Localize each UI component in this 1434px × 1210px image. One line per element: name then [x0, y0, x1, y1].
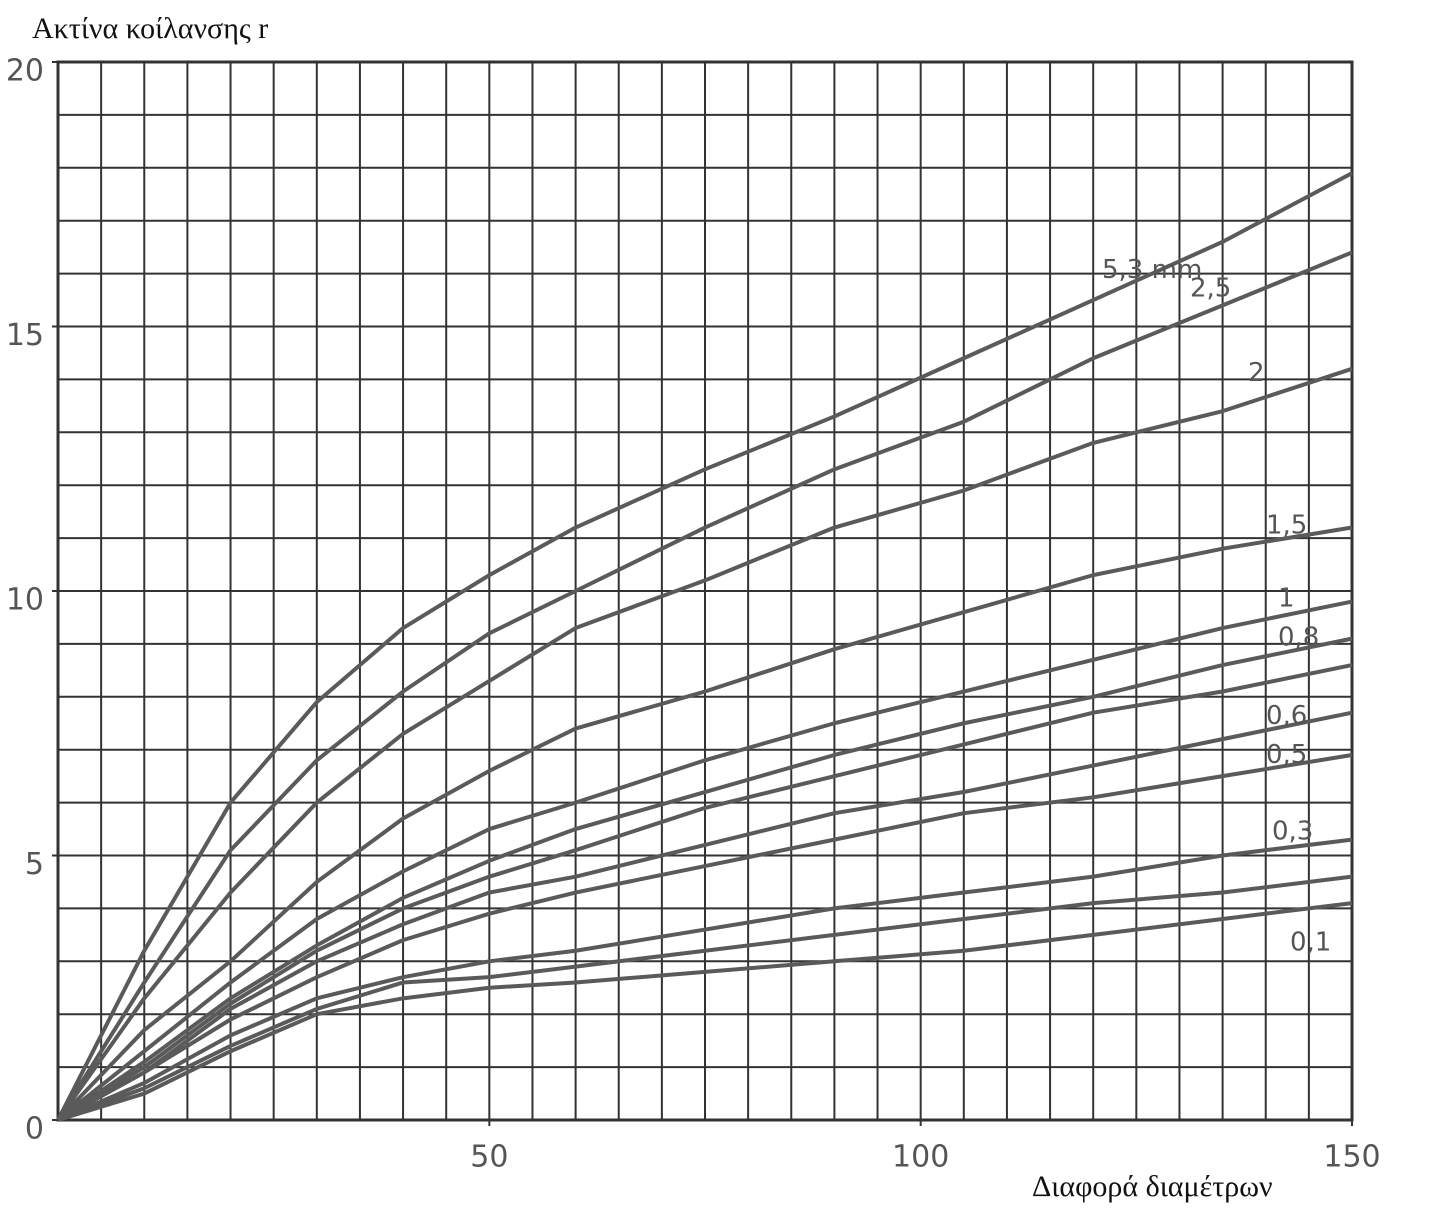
series-label: 1,5: [1266, 511, 1307, 541]
curve: [57, 710, 1353, 1122]
y-tick-label: 20: [6, 54, 44, 89]
series-label: 0,6: [1266, 701, 1307, 731]
x-tick-label: 150: [1323, 1140, 1380, 1175]
series-label: 1: [1278, 584, 1295, 614]
curve: [56, 636, 1353, 1122]
series-label: 2,5: [1190, 274, 1231, 304]
curve: [57, 837, 1353, 1122]
curve: [56, 663, 1353, 1122]
y-tick-label: 0: [25, 1112, 44, 1147]
x-tick-label: 100: [892, 1140, 949, 1175]
y-tick-label: 10: [6, 583, 44, 618]
series-label: 0,5: [1266, 740, 1307, 770]
plot-frame: [56, 60, 1354, 1122]
curve: [56, 171, 1353, 1121]
y-tick-label: 15: [6, 318, 44, 353]
curve: [57, 874, 1353, 1122]
curve: [56, 525, 1353, 1122]
curve: [56, 599, 1353, 1122]
series-label: 0,3: [1272, 816, 1313, 846]
series-label: 5,3 mm: [1102, 255, 1202, 285]
series-label: 2: [1248, 358, 1265, 388]
curve: [57, 901, 1353, 1122]
y-axis-title: Ακτίνα κοίλανσης r: [32, 12, 268, 45]
series-label: 0,1: [1290, 928, 1331, 958]
x-axis-title: Διαφορά διαμέτρων: [1032, 1170, 1273, 1203]
curve: [56, 250, 1353, 1122]
y-tick-label: 5: [25, 847, 44, 882]
curve: [56, 366, 1353, 1122]
x-tick-label: 50: [470, 1140, 508, 1175]
series-label: 0,8: [1278, 623, 1319, 653]
curve: [57, 753, 1353, 1122]
